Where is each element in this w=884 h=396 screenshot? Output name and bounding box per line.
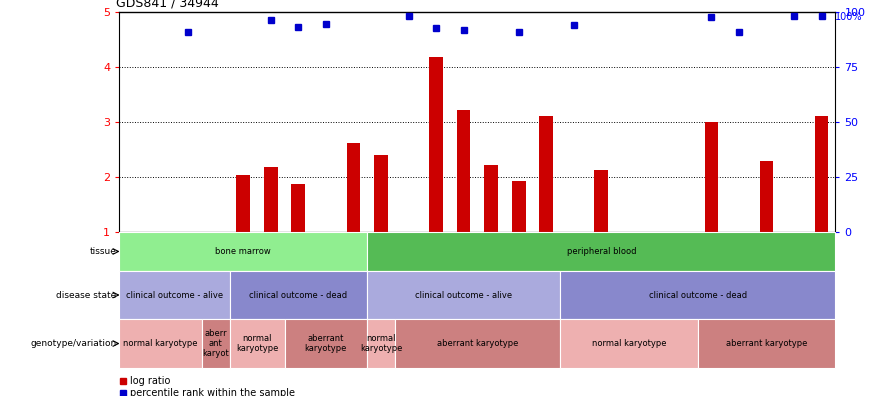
Bar — [512, 181, 526, 232]
Text: 100%: 100% — [835, 12, 863, 22]
Bar — [374, 155, 388, 232]
Text: normal karyotype: normal karyotype — [124, 339, 198, 348]
Bar — [119, 232, 367, 271]
Text: percentile rank within the sample: percentile rank within the sample — [130, 388, 295, 396]
Bar — [457, 110, 470, 232]
Text: aberrant karyotype: aberrant karyotype — [437, 339, 518, 348]
Bar — [560, 319, 697, 368]
Text: clinical outcome - dead: clinical outcome - dead — [249, 291, 347, 299]
Text: normal
karyotype: normal karyotype — [360, 334, 402, 353]
Text: bone marrow: bone marrow — [216, 247, 271, 256]
Bar — [759, 161, 774, 232]
Bar — [484, 165, 498, 232]
Text: normal
karyotype: normal karyotype — [236, 334, 278, 353]
Bar — [264, 167, 278, 232]
Text: aberr
ant
karyot: aberr ant karyot — [202, 329, 229, 358]
Bar — [594, 169, 608, 232]
Bar — [230, 319, 285, 368]
Bar — [395, 319, 560, 368]
Bar — [119, 271, 230, 319]
Bar — [292, 184, 305, 232]
Text: clinical outcome - dead: clinical outcome - dead — [649, 291, 747, 299]
Text: log ratio: log ratio — [130, 376, 171, 386]
Bar — [429, 57, 443, 232]
Bar — [230, 271, 367, 319]
Text: GDS841 / 34944: GDS841 / 34944 — [116, 0, 218, 10]
Bar — [347, 143, 361, 232]
Text: disease state: disease state — [57, 291, 117, 299]
Bar — [697, 319, 835, 368]
Bar — [367, 319, 395, 368]
Bar — [560, 271, 835, 319]
Bar — [119, 319, 202, 368]
Text: peripheral blood: peripheral blood — [567, 247, 636, 256]
Text: aberrant
karyotype: aberrant karyotype — [305, 334, 347, 353]
Text: clinical outcome - alive: clinical outcome - alive — [126, 291, 223, 299]
Bar — [705, 122, 719, 232]
Bar — [236, 175, 250, 232]
Text: tissue: tissue — [90, 247, 117, 256]
Text: normal karyotype: normal karyotype — [591, 339, 666, 348]
Text: clinical outcome - alive: clinical outcome - alive — [415, 291, 512, 299]
Text: genotype/variation: genotype/variation — [30, 339, 117, 348]
Bar — [367, 271, 560, 319]
Bar — [539, 116, 553, 232]
Bar — [367, 232, 835, 271]
Bar — [202, 319, 230, 368]
Text: aberrant karyotype: aberrant karyotype — [726, 339, 807, 348]
Bar — [815, 116, 828, 232]
Bar — [285, 319, 367, 368]
